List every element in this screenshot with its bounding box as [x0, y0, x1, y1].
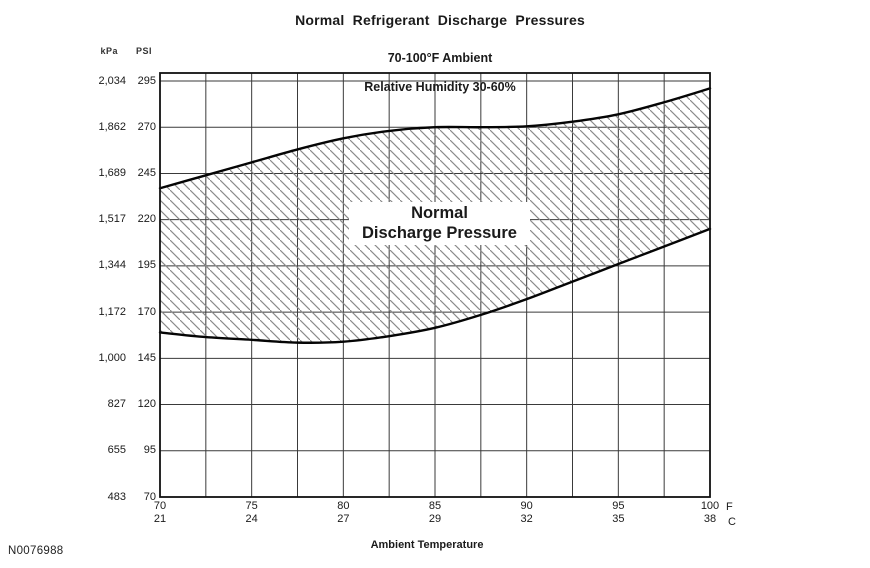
band-label-line1: Normal	[411, 204, 468, 222]
y-tick-kpa: 483	[107, 490, 126, 503]
upper-limit-curve	[158, 87, 712, 190]
x-tick-celsius: 21	[153, 513, 167, 525]
y-tick-psi: 170	[137, 305, 156, 318]
y-unit-kpa-label: kPa	[100, 46, 118, 56]
x-tick-celsius: 27	[337, 513, 350, 525]
y-tick-kpa: 1,862	[98, 120, 126, 133]
y-tick-psi: 95	[143, 444, 156, 457]
y-tick-kpa: 1,000	[98, 351, 126, 364]
y-tick-kpa: 1,172	[98, 305, 126, 318]
x-tick-fahrenheit: 90	[520, 500, 533, 512]
x-tick-fahrenheit: 100	[700, 500, 720, 512]
y-tick-psi: 70	[143, 490, 156, 503]
plot-border	[159, 72, 711, 498]
y-tick-psi: 295	[137, 74, 156, 87]
x-tick-celsius: 29	[428, 513, 442, 525]
x-axis-title: Ambient Temperature	[370, 539, 484, 551]
y-tick-kpa: 2,034	[98, 74, 126, 87]
x-unit-f-label: F	[726, 501, 733, 513]
y-tick-kpa: 655	[107, 444, 126, 457]
band-label: Normal Discharge Pressure	[349, 202, 530, 245]
y-unit-psi-label: PSI	[135, 46, 152, 56]
lower-limit-curve	[158, 227, 712, 344]
y-tick-kpa: 1,517	[98, 213, 126, 226]
y-tick-psi: 245	[137, 166, 156, 179]
band-label-line2: Discharge Pressure	[361, 224, 517, 242]
y-tick-psi: 145	[137, 351, 156, 364]
title-block: Normal Refrigerant Discharge Pressures 7…	[160, 0, 720, 94]
x-tick-fahrenheit: 85	[428, 500, 442, 512]
x-tick-fahrenheit: 80	[337, 500, 350, 512]
chart-subtitle-humidity: Relative Humidity 30-60%	[364, 80, 516, 94]
x-tick-celsius: 35	[612, 513, 625, 525]
x-tick-fahrenheit: 70	[153, 500, 167, 512]
chart-subtitle-ambient: 70-100°F Ambient	[387, 51, 493, 65]
y-tick-psi: 270	[137, 120, 156, 133]
x-tick-celsius: 24	[245, 513, 258, 525]
chart-title: Normal Refrigerant Discharge Pressures	[295, 12, 585, 28]
y-tick-kpa: 827	[107, 398, 126, 411]
x-tick-celsius: 32	[520, 513, 533, 525]
x-tick-fahrenheit: 75	[245, 500, 258, 512]
x-tick-celsius: 38	[703, 513, 717, 525]
y-tick-kpa: 1,344	[98, 259, 126, 272]
figure-number: N0076988	[8, 545, 64, 557]
x-unit-c-label: C	[728, 516, 736, 528]
y-tick-psi: 195	[137, 259, 156, 272]
x-tick-fahrenheit: 95	[612, 500, 625, 512]
y-tick-psi: 120	[137, 398, 156, 411]
y-tick-psi: 220	[137, 213, 156, 226]
y-tick-kpa: 1,689	[98, 166, 126, 179]
